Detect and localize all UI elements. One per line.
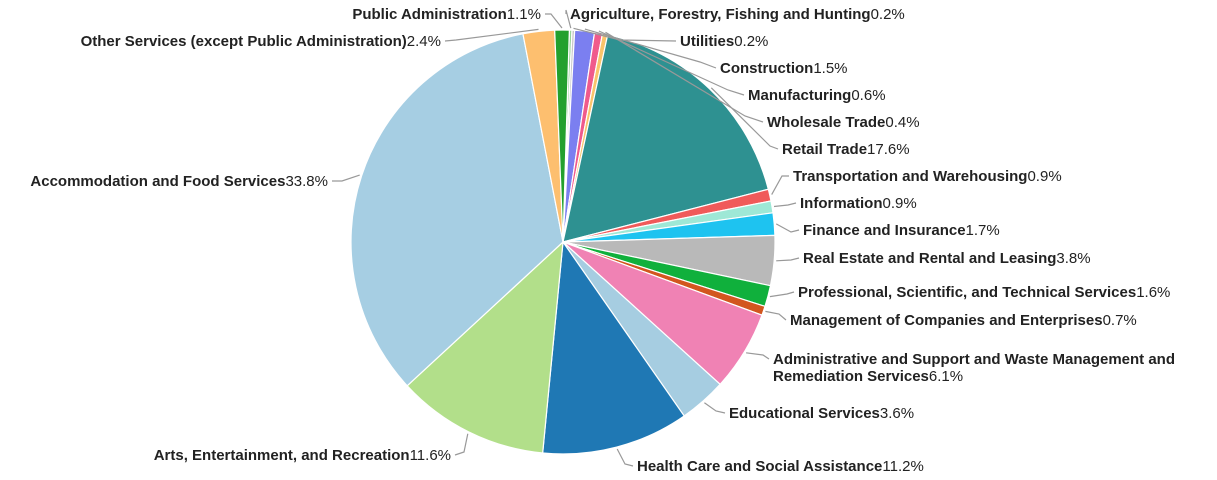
leader-line-accommodation-and-food-services (332, 174, 360, 182)
leader-line-arts-entertainment-and-recreation (454, 433, 469, 456)
slice-label-management-of-companies-and-enterprises: Management of Companies and Enterprises0… (790, 312, 1137, 329)
slice-label-retail-trade: Retail Trade17.6% (782, 141, 910, 158)
slice-label-information: Information0.9% (800, 195, 917, 212)
leader-line-other-services-except-public-administration (444, 28, 539, 42)
leader-line-agriculture-forestry-fishing-and-hunting (565, 9, 572, 29)
slice-percent-utilities: 0.2% (734, 33, 768, 50)
leader-line-administrative-and-support-and-waste-management-and-remediation-services (746, 352, 770, 360)
pie-slice-arts-entertainment-and-recreation (406, 240, 564, 454)
leader-line-wholesale-trade (605, 31, 764, 123)
slice-percent-transportation-and-warehousing: 0.9% (1027, 168, 1061, 185)
slice-percent-other-services-except-public-administration: 2.4% (407, 33, 441, 50)
slice-label-health-care-and-social-assistance: Health Care and Social Assistance11.2% (637, 458, 924, 475)
slice-label-public-administration: Public Administration1.1% (352, 6, 541, 23)
slice-percent-information: 0.9% (883, 195, 917, 212)
leader-line-finance-and-insurance (775, 223, 800, 233)
slice-label-arts-entertainment-and-recreation: Arts, Entertainment, and Recreation11.6% (154, 447, 451, 464)
leader-line-management-of-companies-and-enterprises (765, 310, 787, 321)
slice-percent-administrative-and-support-and-waste-management-and-remediation-services: 6.1% (929, 368, 963, 385)
leader-line-retail-trade (710, 87, 779, 150)
slice-percent-management-of-companies-and-enterprises: 0.7% (1103, 312, 1137, 329)
leader-line-educational-services (704, 402, 726, 414)
slice-percent-educational-services: 3.6% (880, 405, 914, 422)
leader-line-construction (584, 28, 717, 69)
slice-label-utilities: Utilities0.2% (680, 33, 768, 50)
slice-percent-manufacturing: 0.6% (851, 87, 885, 104)
slice-label-finance-and-insurance: Finance and Insurance1.7% (803, 222, 1000, 239)
leader-line-transportation-and-warehousing (771, 175, 789, 195)
leader-line-public-administration (545, 13, 563, 29)
slice-label-professional-scientific-and-technical-services: Professional, Scientific, and Technical … (798, 284, 1170, 301)
slice-label-educational-services: Educational Services3.6% (729, 405, 914, 422)
pie-slice-public-administration (554, 29, 570, 243)
slice-percent-accommodation-and-food-services: 33.8% (285, 173, 328, 190)
slice-percent-agriculture-forestry-fishing-and-hunting: 0.2% (871, 6, 905, 23)
slice-label-other-services-except-public-administration: Other Services (except Public Administra… (81, 33, 441, 50)
leader-line-real-estate-and-rental-and-leasing (776, 257, 800, 262)
slice-label-real-estate-and-rental-and-leasing: Real Estate and Rental and Leasing3.8% (803, 250, 1091, 267)
slice-percent-construction: 1.5% (813, 60, 847, 77)
slice-percent-arts-entertainment-and-recreation: 11.6% (410, 447, 451, 464)
slice-percent-finance-and-insurance: 1.7% (966, 222, 1000, 239)
leader-line-professional-scientific-and-technical-services (769, 291, 795, 298)
slice-label-administrative-and-support-and-waste-management-and-remediation-services: Administrative and Support and Waste Man… (773, 351, 1175, 385)
slice-label-agriculture-forestry-fishing-and-hunting: Agriculture, Forestry, Fishing and Hunti… (570, 6, 905, 23)
pie-slice-health-care-and-social-assistance (542, 240, 686, 455)
slice-label-accommodation-and-food-services: Accommodation and Food Services33.8% (30, 173, 328, 190)
slice-percent-public-administration: 1.1% (507, 6, 541, 23)
slice-percent-professional-scientific-and-technical-services: 1.6% (1136, 284, 1170, 301)
pie-slice-accommodation-and-food-services (350, 33, 564, 387)
slice-percent-retail-trade: 17.6% (867, 141, 910, 158)
slice-percent-health-care-and-social-assistance: 11.2% (882, 458, 923, 475)
slice-label-transportation-and-warehousing: Transportation and Warehousing0.9% (793, 168, 1062, 185)
slice-labels: Agriculture, Forestry, Fishing and Hunti… (30, 6, 1175, 475)
slice-percent-wholesale-trade: 0.4% (885, 114, 919, 131)
leader-line-health-care-and-social-assistance (616, 448, 634, 467)
leader-line-information (773, 202, 797, 208)
leader-line-manufacturing (598, 30, 745, 96)
pie-slices (350, 29, 776, 455)
slice-label-manufacturing: Manufacturing0.6% (748, 87, 886, 104)
slice-label-construction: Construction1.5% (720, 60, 848, 77)
slice-label-wholesale-trade: Wholesale Trade0.4% (767, 114, 920, 131)
slice-percent-real-estate-and-rental-and-leasing: 3.8% (1056, 250, 1090, 267)
pie-slice-retail-trade (562, 34, 770, 243)
leader-lines (332, 9, 800, 467)
